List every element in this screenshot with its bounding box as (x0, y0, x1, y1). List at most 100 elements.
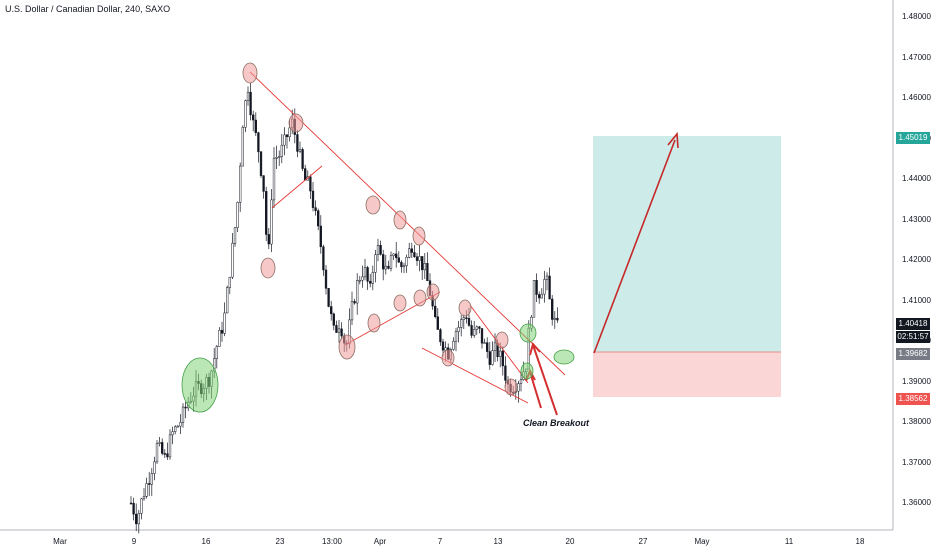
pivot-marker[interactable] (260, 257, 276, 279)
pivot-marker[interactable] (426, 283, 440, 301)
candle-body (137, 513, 140, 525)
pivot-marker[interactable] (242, 62, 258, 84)
x-tick-label: Apr (373, 537, 387, 546)
pivot-marker[interactable] (393, 294, 407, 312)
y-tick-label: 1.46000 (902, 93, 931, 102)
pivot-marker[interactable] (338, 334, 356, 360)
price-badge: 1.38562 (896, 393, 930, 406)
breakout-marker[interactable] (520, 362, 534, 380)
candle-body (332, 313, 335, 326)
y-tick-label: 1.47000 (902, 52, 931, 62)
candle-body (218, 330, 221, 347)
breakout-arrow-2[interactable] (532, 344, 558, 416)
candle-body (166, 453, 169, 458)
candle-body (270, 199, 273, 245)
candle-body (304, 168, 307, 181)
candle-body (163, 453, 166, 455)
candle-body (155, 443, 159, 463)
y-tick-label: 1.38000 (902, 417, 931, 426)
x-tick-label: 27 (638, 537, 648, 546)
y-tick-label: 1.36000 (902, 498, 931, 507)
candle-body (324, 269, 328, 289)
candle-body (317, 210, 320, 227)
candle-body (252, 114, 255, 121)
pivot-marker[interactable] (495, 331, 509, 349)
candle-body (140, 498, 143, 514)
candle-body (174, 426, 177, 432)
candle-body (241, 126, 244, 167)
candle-body (538, 294, 541, 299)
breakout-marker[interactable] (553, 349, 575, 365)
pivot-marker[interactable] (413, 289, 427, 307)
candle-body (460, 319, 463, 328)
candle-body (423, 263, 426, 271)
candle-body (467, 317, 471, 326)
loss-zone[interactable] (593, 352, 781, 397)
candle-body (465, 317, 468, 319)
profit-zone[interactable] (593, 136, 781, 352)
x-tick-label: 13:00 (321, 537, 343, 546)
pivot-marker[interactable] (504, 378, 518, 396)
pivot-marker[interactable] (441, 349, 455, 367)
candle-body (319, 225, 322, 248)
candle-body (462, 317, 465, 320)
flag-line[interactable] (271, 165, 323, 209)
x-tick-label: 16 (201, 537, 211, 546)
y-tick-label: 1.48000 (902, 12, 931, 21)
candle-body (374, 254, 377, 273)
candle-body (262, 175, 265, 192)
candle-body (142, 496, 146, 500)
breakout-marker[interactable] (181, 357, 219, 413)
candle-body (322, 246, 325, 271)
candle-body (275, 157, 278, 159)
clean-breakout-label: Clean Breakout (523, 418, 590, 428)
breakout-marker[interactable] (519, 323, 537, 343)
x-tick-label: 23 (275, 537, 285, 546)
pivot-marker[interactable] (365, 195, 381, 215)
candle-body (493, 342, 497, 351)
x-tick-label: 20 (565, 537, 575, 546)
candle-body (504, 365, 507, 381)
candle-body (540, 293, 543, 299)
candle-body (280, 144, 283, 157)
target-arrow-head[interactable] (667, 131, 679, 149)
candle-body (405, 257, 408, 267)
candle-body (356, 280, 359, 304)
y-tick-label: 1.42000 (902, 255, 931, 264)
pivot-marker[interactable] (458, 299, 472, 317)
candle-body (135, 513, 138, 525)
candle-body (231, 243, 234, 278)
candle-body (215, 346, 218, 359)
breakout-arrow-1[interactable] (529, 371, 542, 409)
candle-body (486, 342, 489, 352)
candle-body (267, 234, 270, 245)
y-tick-label: 1.44000 (902, 174, 931, 183)
candle-body (257, 132, 260, 153)
candle-body (483, 342, 486, 344)
pivot-marker[interactable] (288, 113, 304, 133)
target-arrow-line[interactable] (593, 139, 676, 354)
candle-body (454, 331, 458, 342)
candle-body (473, 329, 476, 336)
breakout-arrow-2-head[interactable] (529, 341, 541, 356)
pivot-marker[interactable] (412, 226, 426, 246)
candle-body (413, 252, 416, 257)
x-tick-label: 13 (493, 537, 503, 546)
candle-body (499, 350, 502, 357)
candle-body (184, 406, 187, 409)
candle-body (548, 275, 551, 300)
candle-body (228, 276, 231, 288)
candle-body (327, 288, 330, 307)
candle-body (168, 434, 172, 458)
candle-body (384, 265, 387, 270)
candle-body (259, 151, 263, 176)
x-tick-label: 11 (784, 537, 794, 546)
pivot-marker[interactable] (393, 210, 407, 230)
candle-body (285, 134, 289, 138)
candle-body (244, 100, 247, 128)
pivot-marker[interactable] (367, 313, 381, 333)
candle-body (236, 202, 239, 228)
candle-body (158, 442, 161, 444)
candle-body (353, 301, 356, 304)
